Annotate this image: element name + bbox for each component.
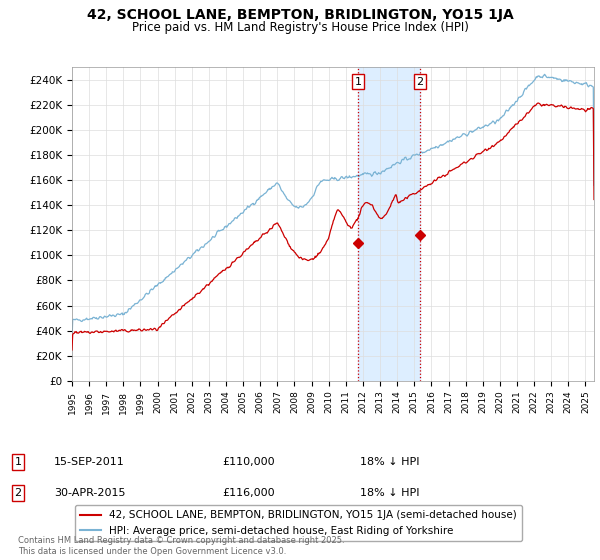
Text: 2: 2 [416, 77, 424, 87]
Text: £110,000: £110,000 [222, 457, 275, 467]
Text: 18% ↓ HPI: 18% ↓ HPI [360, 457, 419, 467]
Text: 30-APR-2015: 30-APR-2015 [54, 488, 125, 498]
Text: 15-SEP-2011: 15-SEP-2011 [54, 457, 125, 467]
Text: 42, SCHOOL LANE, BEMPTON, BRIDLINGTON, YO15 1JA: 42, SCHOOL LANE, BEMPTON, BRIDLINGTON, Y… [86, 8, 514, 22]
Text: 1: 1 [14, 457, 22, 467]
Text: 2: 2 [14, 488, 22, 498]
Text: 1: 1 [355, 77, 361, 87]
Text: Contains HM Land Registry data © Crown copyright and database right 2025.
This d: Contains HM Land Registry data © Crown c… [18, 536, 344, 556]
Text: Price paid vs. HM Land Registry's House Price Index (HPI): Price paid vs. HM Land Registry's House … [131, 21, 469, 34]
Text: £116,000: £116,000 [222, 488, 275, 498]
Bar [358, 67, 420, 381]
Text: 18% ↓ HPI: 18% ↓ HPI [360, 488, 419, 498]
Legend: 42, SCHOOL LANE, BEMPTON, BRIDLINGTON, YO15 1JA (semi-detached house), HPI: Aver: 42, SCHOOL LANE, BEMPTON, BRIDLINGTON, Y… [74, 505, 522, 541]
